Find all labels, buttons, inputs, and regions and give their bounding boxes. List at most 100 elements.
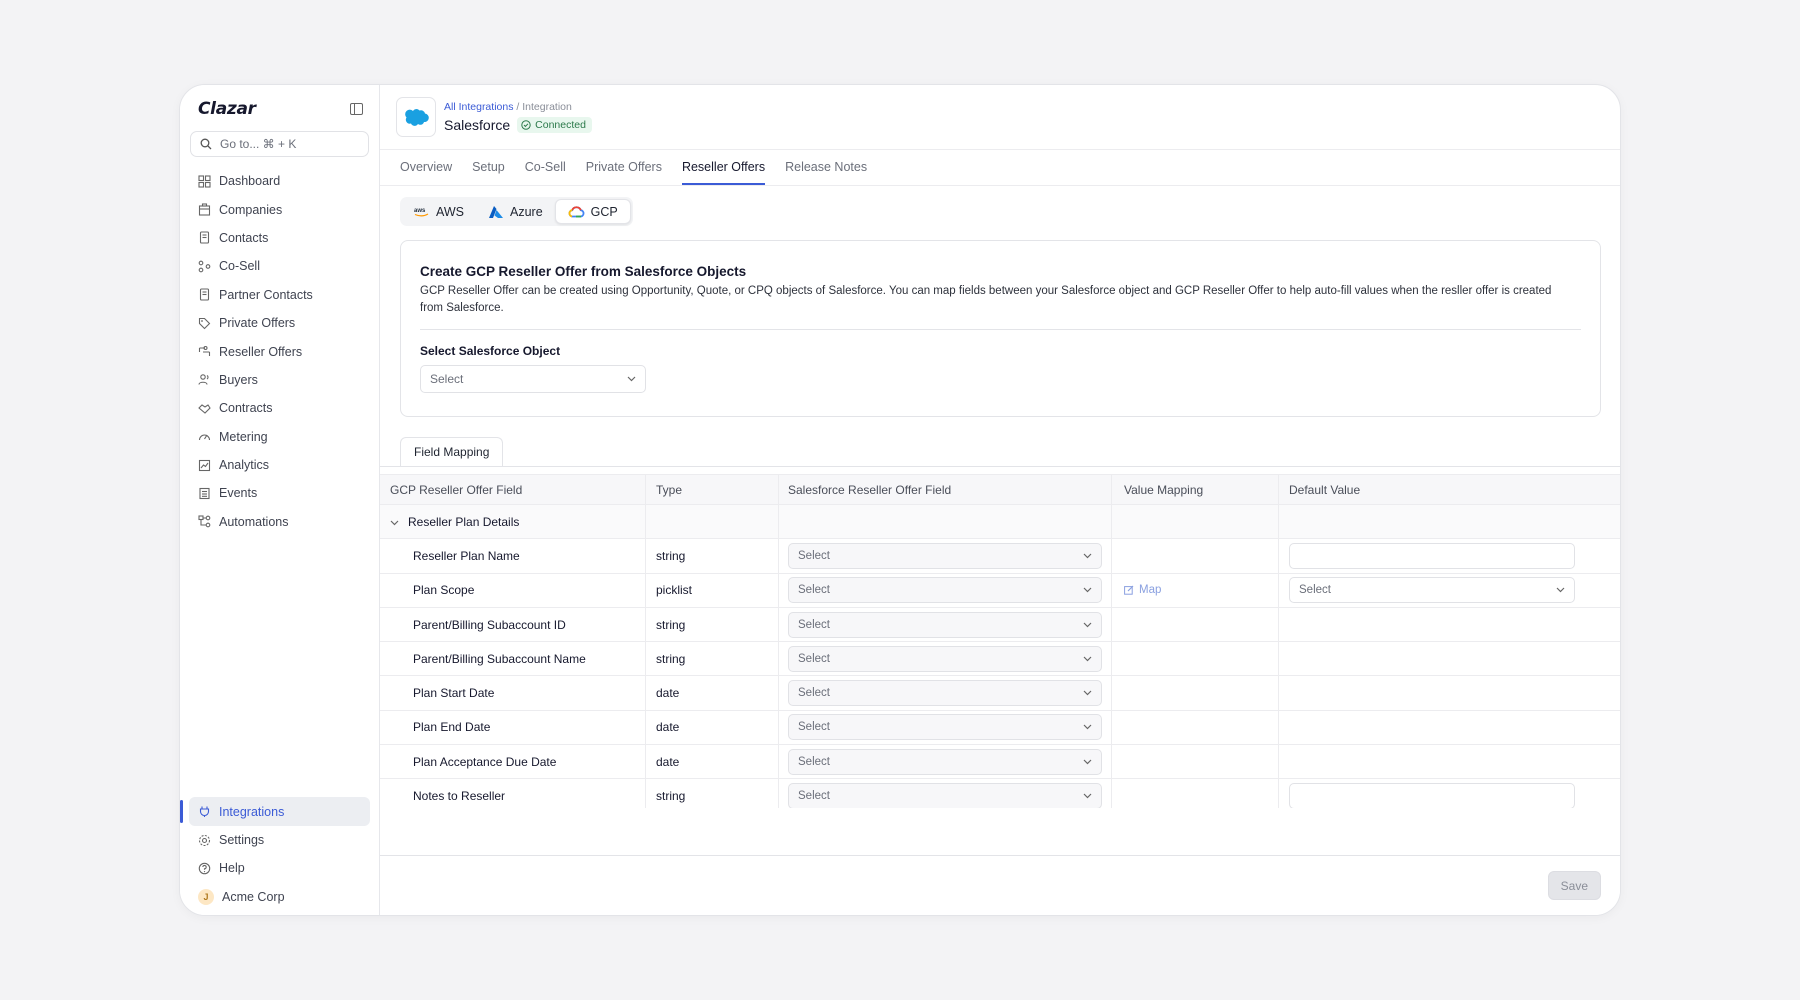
tab-reseller-offers[interactable]: Reseller Offers xyxy=(681,150,766,185)
sidebar-item-label: Integrations xyxy=(219,804,285,819)
default-value-cell xyxy=(1279,676,1620,709)
contact-book-icon xyxy=(199,231,210,245)
title-row: Salesforce Connected xyxy=(444,117,592,133)
table-row: Parent/Billing Subaccount Name string Sele… xyxy=(380,642,1620,677)
sidebar-item-account[interactable]: J Acme Corp xyxy=(180,883,379,911)
main-content: All Integrations / Integration Salesforc… xyxy=(380,85,1620,915)
value-map-link[interactable]: Map xyxy=(1124,584,1161,596)
table-row: Plan Start Date date Select xyxy=(380,676,1620,711)
sidebar-item-analytics[interactable]: Analytics xyxy=(180,451,379,479)
workflow-icon xyxy=(198,515,211,528)
help-icon xyxy=(198,862,211,875)
salesforce-field-cell: Select xyxy=(779,539,1112,573)
field-type-cell: string xyxy=(646,642,779,676)
building-icon xyxy=(198,203,211,216)
sidebar-item-automations[interactable]: Automations xyxy=(180,508,379,536)
sidebar-item-private-offers[interactable]: Private Offers xyxy=(180,309,379,337)
column-header: GCP Reseller Offer Field xyxy=(380,475,646,504)
default-value-cell xyxy=(1279,642,1620,675)
salesforce-field-select[interactable]: Select xyxy=(788,680,1102,707)
sidebar-item-help[interactable]: Help xyxy=(180,854,379,882)
cloud-azure-button[interactable]: Azure xyxy=(476,199,555,224)
sidebar-item-co-sell[interactable]: Co-Sell xyxy=(180,252,379,280)
salesforce-object-select[interactable]: Select xyxy=(420,365,646,393)
sidebar-item-label: Buyers xyxy=(219,372,258,387)
sidebar-item-partner-contacts[interactable]: Partner Contacts xyxy=(180,281,379,309)
select-placeholder: Select xyxy=(798,652,830,665)
sidebar-item-metering[interactable]: Metering xyxy=(180,423,379,451)
sidebar-item-dashboard[interactable]: Dashboard xyxy=(180,167,379,195)
default-value-input[interactable] xyxy=(1289,542,1575,569)
value-mapping-cell xyxy=(1112,745,1279,779)
card-title: Create GCP Reseller Offer from Salesforc… xyxy=(420,264,747,279)
tab-overview[interactable]: Overview xyxy=(400,160,453,174)
field-mapping-divider xyxy=(380,466,1620,467)
table-row: Plan Scope picklist Select Map Select xyxy=(380,573,1620,608)
salesforce-field-select[interactable]: Select xyxy=(788,783,1102,808)
avatar: J xyxy=(198,888,214,905)
field-type-cell: string xyxy=(646,607,779,642)
table-cell xyxy=(646,505,779,539)
salesforce-logo-icon xyxy=(396,97,436,137)
sidebar-item-label: Events xyxy=(219,486,258,501)
cloud-gcp-button[interactable]: GCP xyxy=(554,199,631,224)
sidebar-item-contacts[interactable]: Contacts xyxy=(180,224,379,252)
salesforce-field-cell: Select xyxy=(779,607,1112,642)
sidebar-item-label: Partner Contacts xyxy=(219,287,313,302)
table-group-row[interactable]: Reseller Plan Details xyxy=(380,505,1620,540)
tab-private-offers[interactable]: Private Offers xyxy=(585,160,662,174)
tab-release-notes[interactable]: Release Notes xyxy=(785,160,868,174)
default-value-cell xyxy=(1279,539,1620,572)
sidebar-item-label: Contracts xyxy=(219,401,273,416)
sidebar-item-companies[interactable]: Companies xyxy=(180,195,379,223)
handshake-icon xyxy=(198,404,211,414)
sidebar-item-settings[interactable]: Settings xyxy=(180,826,379,854)
salesforce-field-select[interactable]: Select xyxy=(788,611,1102,638)
salesforce-field-select[interactable]: Select xyxy=(788,714,1102,741)
tab-field-mapping[interactable]: Field Mapping xyxy=(400,437,504,467)
field-type-cell: date xyxy=(646,710,779,745)
page-title: Salesforce xyxy=(444,117,511,133)
salesforce-field-select[interactable]: Select xyxy=(788,577,1102,604)
select-placeholder: Select xyxy=(430,372,464,386)
app-logo[interactable]: Clazar xyxy=(198,99,256,119)
sidebar-item-integrations[interactable]: Integrations xyxy=(180,797,370,826)
salesforce-field-select[interactable]: Select xyxy=(788,748,1102,775)
cloud-label: Azure xyxy=(510,204,543,219)
tab-setup[interactable]: Setup xyxy=(472,160,505,174)
app-window: Clazar Go to... ⌘ + K Dashboard Companie… xyxy=(179,84,1621,916)
sidebar-item-label: Analytics xyxy=(219,458,270,473)
field-name-cell: Plan Scope xyxy=(380,573,646,607)
salesforce-field-select[interactable]: Select xyxy=(788,645,1102,672)
chevron-down-icon xyxy=(1083,793,1092,799)
cloud-aws-button[interactable]: aws AWS xyxy=(402,199,476,224)
column-header: Type xyxy=(646,475,779,504)
field-type-cell: date xyxy=(646,745,779,779)
group-toggle[interactable] xyxy=(390,515,399,529)
table-cell xyxy=(1112,505,1279,539)
value-mapping-cell xyxy=(1112,676,1279,710)
search-input[interactable]: Go to... ⌘ + K xyxy=(190,131,369,157)
salesforce-field-select[interactable]: Select xyxy=(788,542,1102,569)
sidebar-item-label: Contacts xyxy=(219,230,269,245)
breadcrumb-all-integrations-link[interactable]: All Integrations xyxy=(444,101,514,113)
default-value-select[interactable]: Select xyxy=(1289,577,1575,604)
sidebar-item-buyers[interactable]: Buyers xyxy=(180,366,379,394)
footer-bar: Save xyxy=(380,855,1620,915)
default-value-cell xyxy=(1279,608,1620,641)
card-divider xyxy=(420,329,1581,330)
table-body: Reseller Plan Details Reseller Plan Name s… xyxy=(380,505,1620,808)
default-value-input[interactable] xyxy=(1289,783,1575,808)
page-header: All Integrations / Integration Salesforc… xyxy=(380,85,1620,150)
field-type-cell: string xyxy=(646,539,779,573)
sidebar-item-reseller-offers[interactable]: Reseller Offers xyxy=(180,337,379,365)
sidebar-item-contracts[interactable]: Contracts xyxy=(180,394,379,422)
group-cell: Reseller Plan Details xyxy=(380,505,646,539)
sidebar-collapse-icon[interactable] xyxy=(350,103,363,115)
table-header-row: GCP Reseller Offer Field Type Salesforce… xyxy=(380,474,1620,505)
chevron-down-icon xyxy=(390,520,399,525)
save-button[interactable]: Save xyxy=(1547,871,1601,900)
select-placeholder: Select xyxy=(798,755,830,768)
sidebar-item-events[interactable]: Events xyxy=(180,479,379,507)
tab-co-sell[interactable]: Co-Sell xyxy=(524,160,566,174)
